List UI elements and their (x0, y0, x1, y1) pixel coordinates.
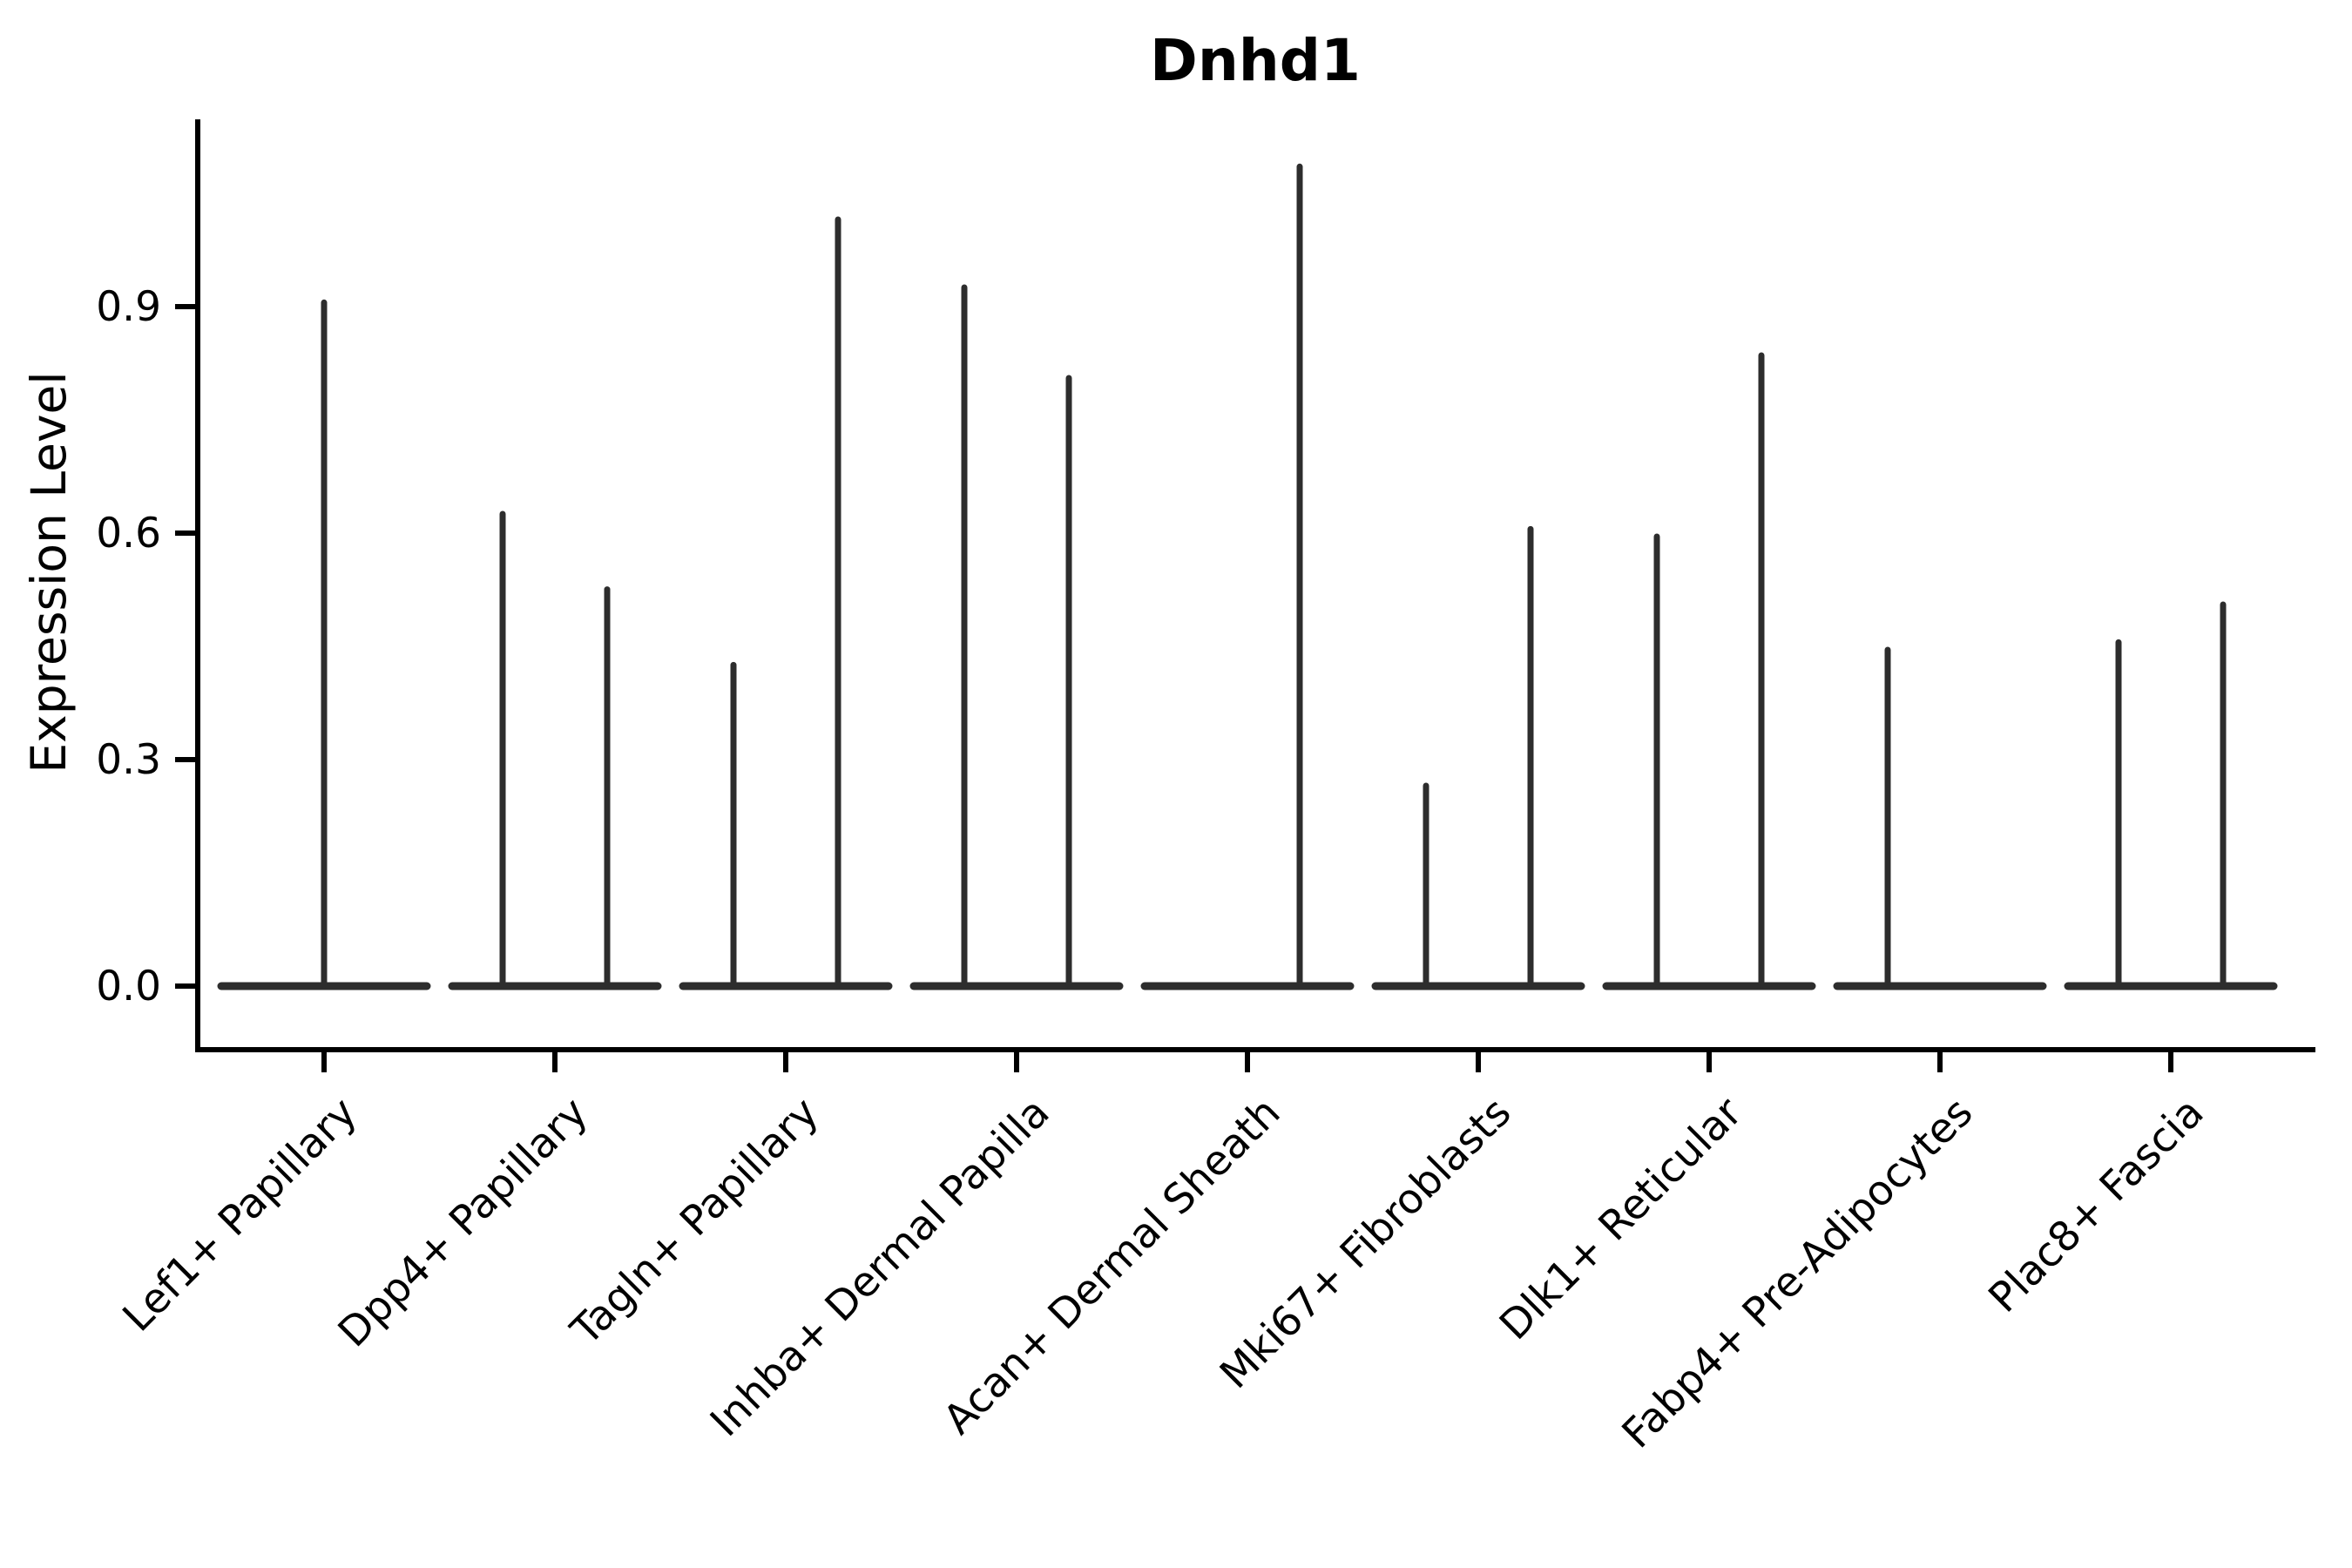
x-tick-label: Tagln+ Papillary (562, 1089, 828, 1355)
y-tick-label: 0.6 (96, 510, 161, 558)
x-tick-label: Lef1+ Papillary (114, 1089, 367, 1342)
x-tick-label: Dpp4+ Papillary (329, 1089, 598, 1357)
y-tick-label: 0.9 (96, 283, 161, 331)
chart-title: Dnhd1 (1150, 27, 1361, 94)
x-tick-label: Plac8+ Fascia (1980, 1089, 2213, 1322)
y-tick-label: 0.3 (96, 736, 161, 784)
y-axis-label: Expression Level (21, 371, 77, 773)
y-tick-label: 0.0 (96, 963, 161, 1010)
x-tick-label: Dlk1+ Reticular (1490, 1088, 1752, 1349)
